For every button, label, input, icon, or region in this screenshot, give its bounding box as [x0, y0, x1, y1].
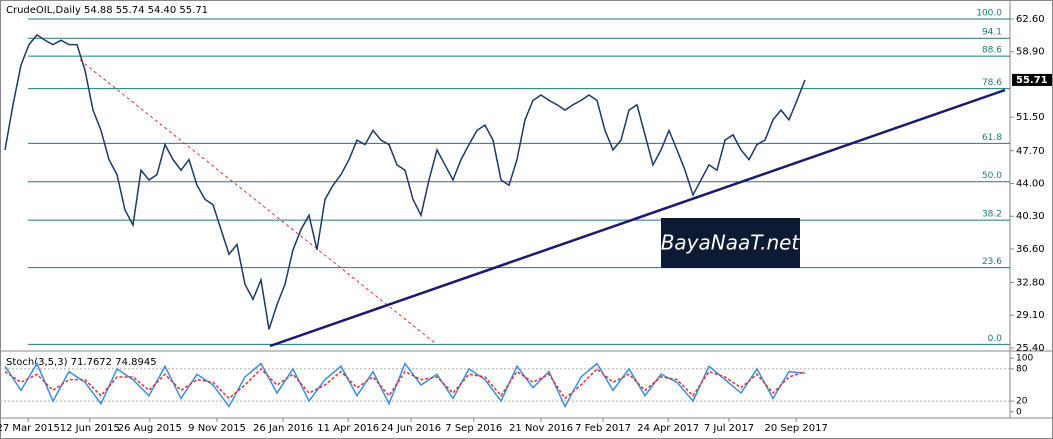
- price-line: [4, 33, 806, 330]
- x-tick-label: 20 Sep 2017: [765, 423, 828, 434]
- price-panel: [4, 18, 1010, 345]
- x-tick-label: 21 Nov 2016: [509, 423, 573, 434]
- symbol: CrudeOIL,Daily: [6, 5, 81, 16]
- stoch-line: [4, 361, 806, 409]
- y-tick-label: 29.10: [1016, 310, 1045, 321]
- fib-label: 61.8: [982, 133, 1002, 143]
- y-tick-label: 80: [1016, 364, 1028, 374]
- y-tick-label: 62.60: [1016, 14, 1045, 25]
- x-tick-label: 12 Jun 2015: [60, 423, 120, 434]
- x-tick-label: 7 Feb 2017: [575, 423, 631, 434]
- indicator-title: Stoch(3,5,3) 71.7672 74.8945: [6, 357, 157, 368]
- y-tick-label: 51.50: [1016, 112, 1045, 123]
- fib-label: 94.1: [982, 28, 1002, 38]
- x-tick-label: 24 Jun 2016: [381, 423, 441, 434]
- y-tick-label: 44.00: [1016, 178, 1045, 189]
- price-box: [1012, 73, 1052, 86]
- x-tick-label: 7 Sep 2016: [445, 423, 502, 434]
- fib-label: 50.0: [982, 171, 1002, 181]
- fib-label: 78.6: [982, 78, 1002, 88]
- main-value: 71.7672: [71, 357, 112, 368]
- y-tick-label: 100: [1016, 354, 1033, 364]
- y-tick-label: 20: [1016, 397, 1028, 407]
- fib-label: 0.0: [988, 334, 1003, 344]
- fib-label: 23.6: [982, 257, 1002, 267]
- trend-line-up: [269, 88, 1006, 348]
- x-tick-label: 7 Jul 2017: [704, 423, 754, 434]
- fib-label: 100.0: [976, 9, 1002, 19]
- y-tick-label: 40.30: [1016, 211, 1045, 222]
- price-label: 55.71: [1016, 75, 1048, 86]
- stoch-line: [4, 367, 806, 400]
- x-tick-label: 26 Jan 2016: [253, 423, 313, 434]
- y-tick-label: 32.80: [1016, 278, 1045, 289]
- watermark: BayaNaaT.net: [661, 231, 801, 255]
- fib-label: 38.2: [982, 210, 1002, 220]
- quote: 54.88 55.74 54.40 55.71: [84, 5, 208, 16]
- x-tick-label: 9 Nov 2015: [188, 423, 246, 434]
- y-tick-label: 0: [1016, 407, 1022, 417]
- x-tick-label: 27 Mar 2015: [0, 423, 60, 434]
- chart-title: CrudeOIL,Daily 54.88 55.74 54.40 55.71: [6, 5, 208, 16]
- y-tick-label: 36.60: [1016, 244, 1045, 255]
- trend-line-down: [79, 59, 436, 344]
- x-tick-label: 26 Aug 2015: [118, 423, 182, 434]
- watermark-box: BayaNaaT.net: [661, 218, 801, 268]
- y-tick-label: 58.90: [1016, 47, 1045, 58]
- fib-label: 88.6: [982, 46, 1002, 56]
- signal-value: 74.8945: [115, 357, 156, 368]
- y-tick-label: 25.40: [1016, 343, 1045, 354]
- x-tick-label: 24 Apr 2017: [637, 423, 699, 434]
- watermark-bg: [661, 218, 800, 268]
- y-tick-label: 47.70: [1016, 146, 1045, 157]
- x-tick-label: 11 Apr 2016: [317, 423, 379, 434]
